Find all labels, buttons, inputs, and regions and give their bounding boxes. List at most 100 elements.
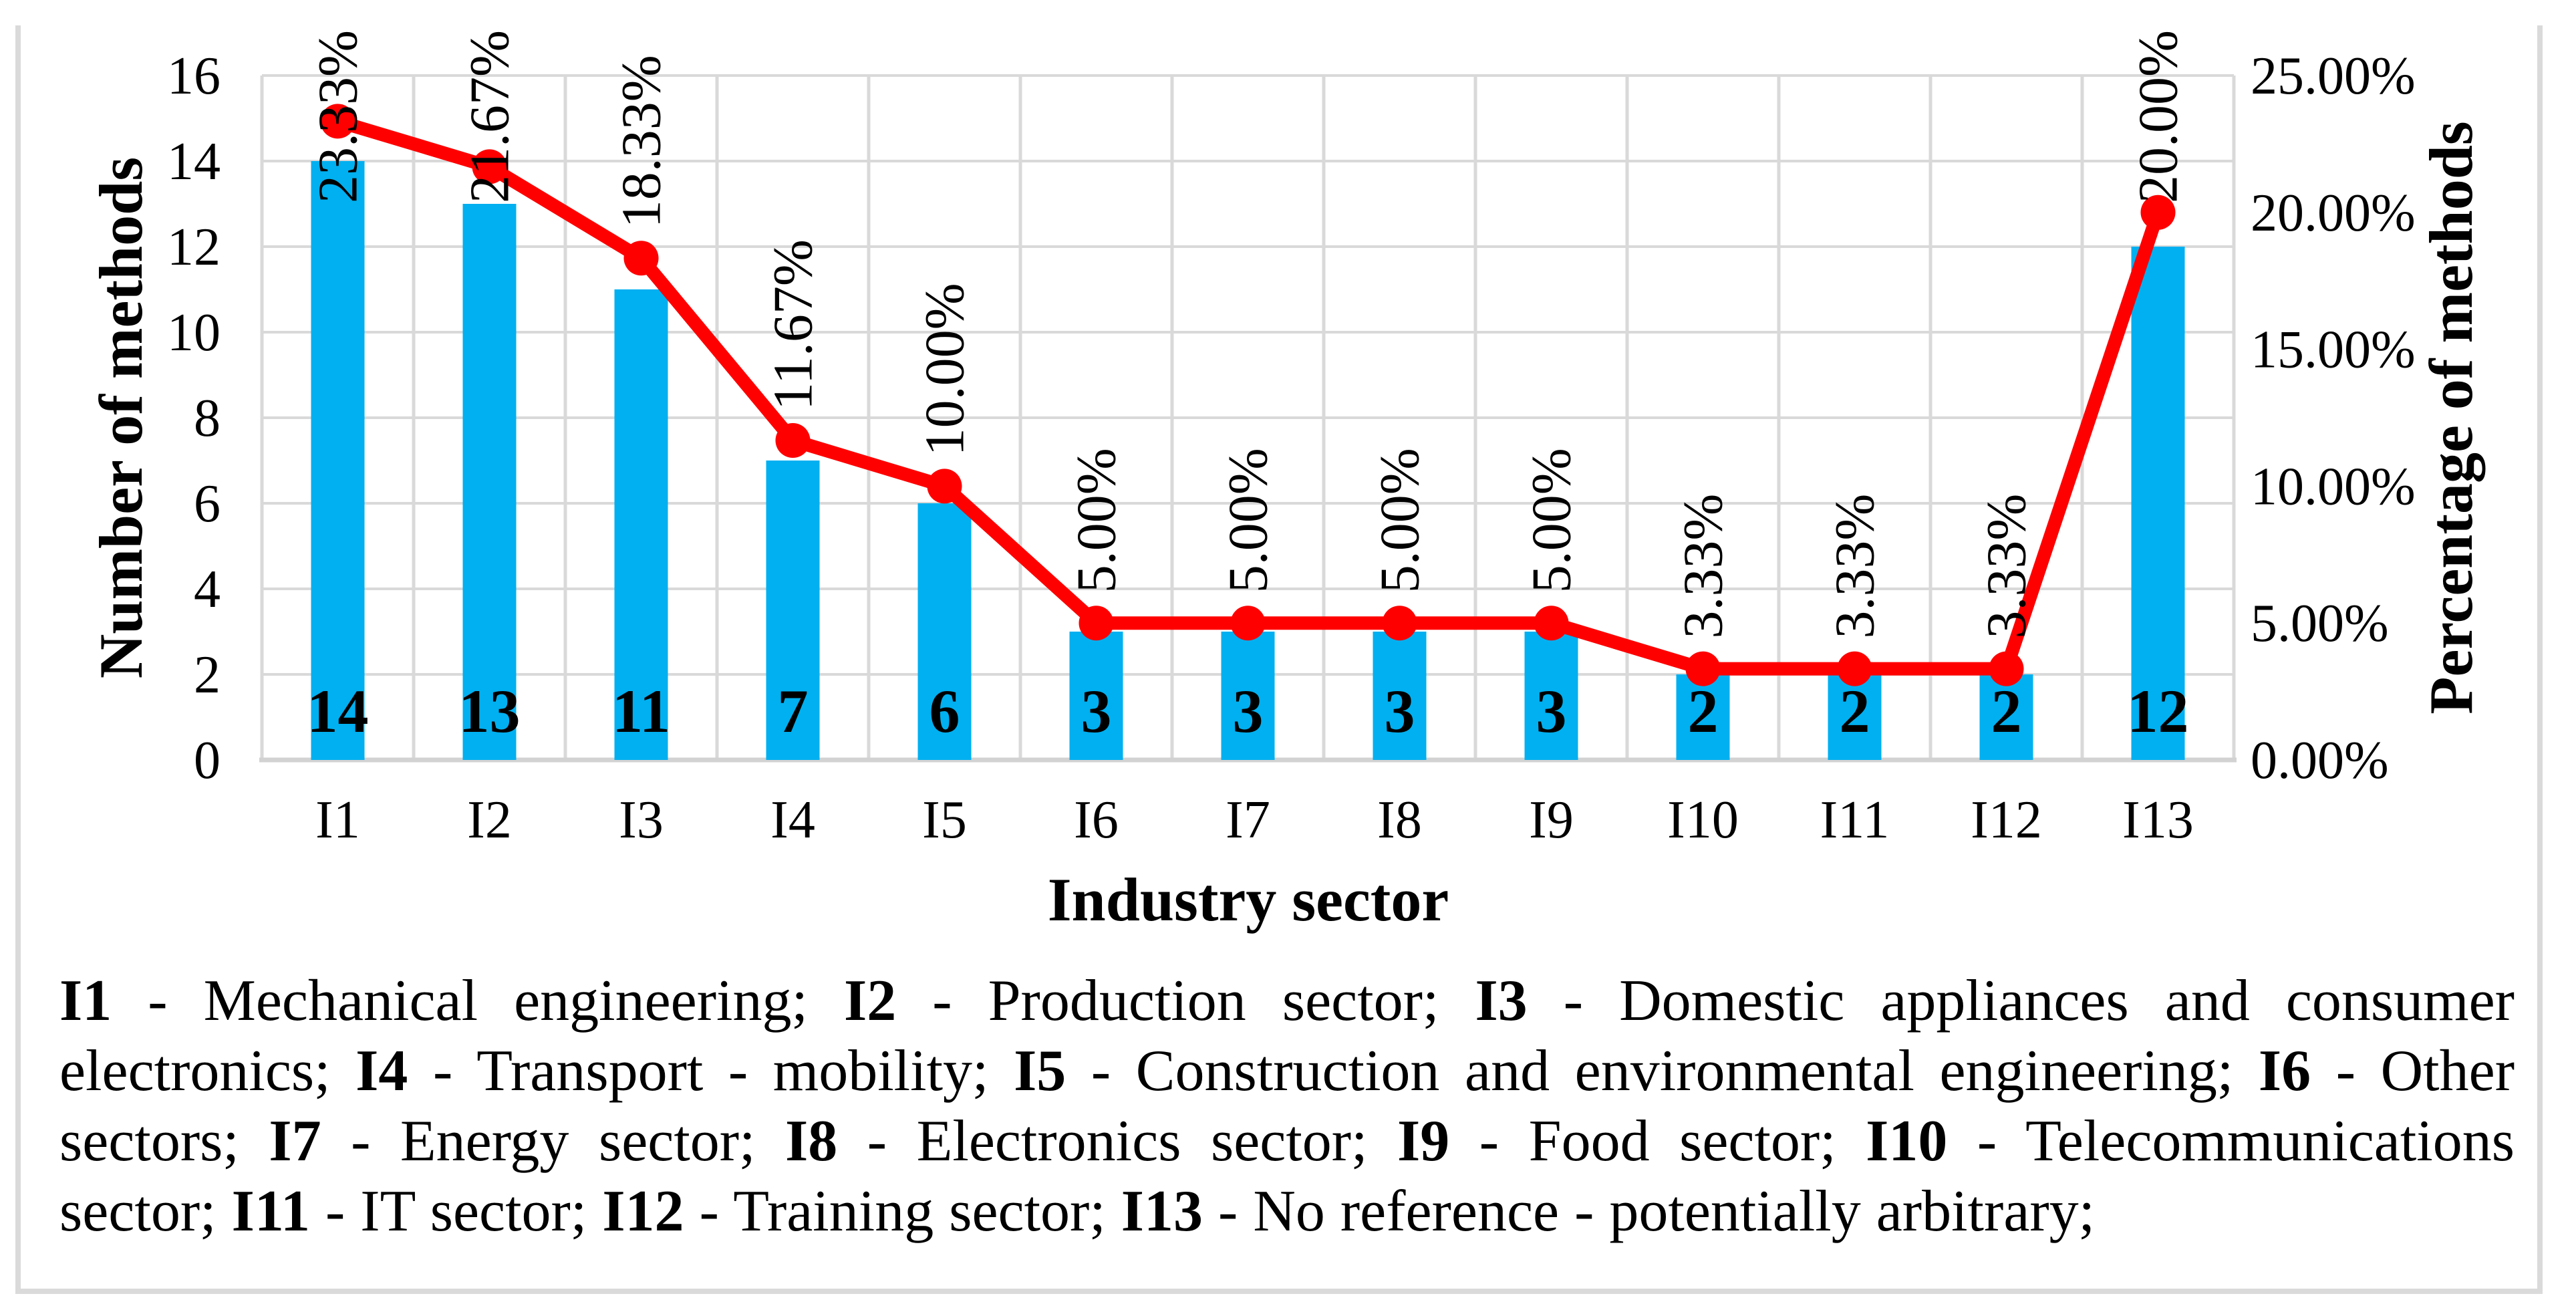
left-axis-title: Number of methods [87,156,155,679]
sector-code: I2 [843,968,897,1033]
line-marker [623,241,659,276]
right-tick-label: 5.00% [2251,594,2389,653]
sector-code: I7 [269,1109,321,1174]
bar [1524,632,1578,760]
bar [917,503,972,760]
right-tick-label: 10.00% [2251,457,2416,516]
sector-code: I8 [785,1109,838,1174]
left-tick-label: 10 [167,303,221,362]
sector-code: I1 [59,968,112,1033]
caption-line: electronics; I4 - Transport - mobility; … [59,1036,2515,1106]
percentage-label: 11.67% [762,239,825,410]
sector-description: electronics; [59,1039,356,1103]
x-tick-label: I7 [1226,791,1270,849]
x-tick-label: I6 [1074,791,1119,849]
line-marker [1989,651,2024,686]
left-tick-label: 14 [167,132,221,191]
line-marker [1685,651,1721,686]
bar [614,289,668,760]
caption: I1 - Mechanical engineering; I2 - Produc… [59,966,2515,1247]
left-tick-label: 6 [194,475,221,533]
sector-code: I6 [2258,1039,2311,1103]
right-tick-label: 15.00% [2251,321,2416,380]
percentage-label: 3.33% [1673,494,1735,639]
sector-description: - Production sector; [896,968,1475,1033]
sector-description: sector; [59,1179,232,1244]
left-tick-label: 12 [167,218,221,277]
sector-code: I12 [602,1179,684,1244]
bar-value-label: 12 [2128,677,2189,745]
bar-value-label: 3 [1385,677,1415,745]
left-tick-label: 2 [194,646,221,704]
right-tick-label: 20.00% [2251,184,2416,243]
line-marker [320,104,355,139]
percentage-label: 5.00% [1066,448,1128,593]
sector-code: I11 [231,1179,310,1244]
bar-value-label: 14 [307,677,369,745]
sector-description: - Construction and environmental enginee… [1066,1039,2259,1103]
bar-value-label: 2 [1991,677,2022,745]
bar [1069,632,1123,760]
percentage-label: 18.33% [611,55,673,228]
bar [1979,674,2033,760]
percentage-label: 23.33% [307,30,370,203]
sector-description: - Transport - mobility; [408,1039,1014,1103]
line-marker [1230,606,1266,641]
x-tick-label: I11 [1820,791,1890,849]
sector-description: - Energy sector; [321,1109,786,1174]
bar [1828,674,1882,760]
percentage-label: 3.33% [1824,494,1886,639]
line-marker [2140,194,2176,230]
percentage-label: 20.00% [2128,30,2190,203]
x-tick-label: I1 [315,791,360,849]
bar-value-label: 2 [1688,677,1719,745]
percentage-label: 3.33% [1976,494,2038,639]
bar-value-label: 3 [1233,677,1264,745]
bar [462,204,517,760]
line-marker [927,469,962,504]
bar [766,461,820,760]
figure-border [15,25,2543,1294]
bar [1676,674,1730,760]
x-tick-label: I3 [619,791,664,849]
left-tick-label: 16 [167,47,221,106]
bar [2131,247,2185,760]
sector-code: I5 [1014,1039,1066,1103]
caption-line: I1 - Mechanical engineering; I2 - Produc… [59,966,2515,1036]
sector-code: I9 [1397,1109,1450,1174]
line-marker [472,149,507,184]
sector-code: I13 [1121,1179,1203,1244]
sector-description: - Telecommunications [1947,1109,2515,1174]
left-tick-label: 4 [194,560,221,619]
sector-description: - IT sector; [309,1179,603,1244]
bar-value-label: 2 [1840,677,1870,745]
x-tick-label: I13 [2122,791,2194,849]
left-tick-label: 8 [194,389,221,448]
x-tick-label: I8 [1377,791,1422,849]
sector-code: I3 [1475,968,1528,1033]
sector-description: - Training sector; [684,1179,1121,1244]
right-tick-label: 25.00% [2251,47,2416,106]
sector-description: - Domestic appliances and consumer [1527,968,2515,1033]
percentage-label: 5.00% [1218,448,1280,593]
x-tick-label: I12 [1971,791,2042,849]
sector-description: - No reference - potentially arbitrary; [1203,1179,2096,1244]
sector-description: sectors; [59,1109,269,1174]
line-marker [1534,606,1569,641]
percentage-label: 10.00% [914,283,976,456]
bar-value-label: 13 [459,677,521,745]
bar-value-label: 6 [929,677,960,745]
bar [1373,632,1427,760]
bar-value-label: 7 [778,677,809,745]
caption-line: sectors; I7 - Energy sector; I8 - Electr… [59,1106,2515,1176]
right-axis-title: Percentage of methods [2417,121,2485,714]
percentage-label: 5.00% [1369,448,1431,593]
line-marker [1382,606,1417,641]
x-tick-label: I9 [1529,791,1574,849]
percentage-label: 21.67% [459,30,521,203]
sector-code: I4 [355,1039,408,1103]
percentage-label: 5.00% [1521,448,1583,593]
bar-value-label: 11 [612,677,670,745]
